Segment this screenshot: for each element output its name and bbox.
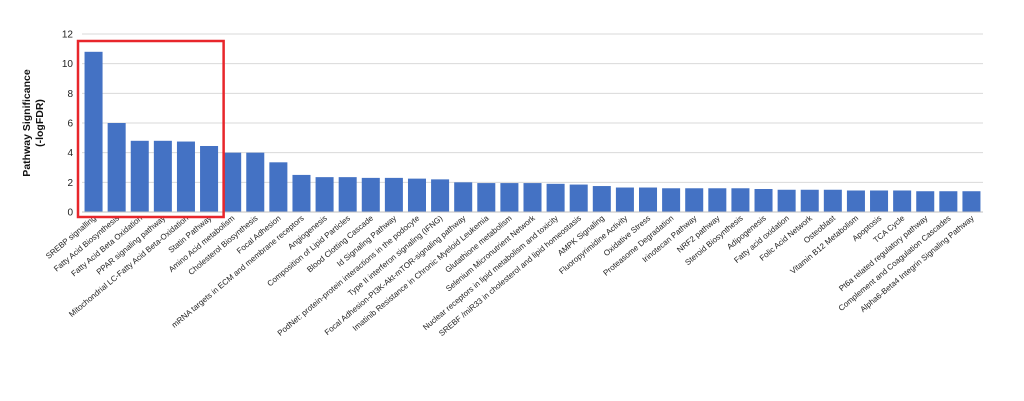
bar	[615, 187, 634, 212]
bar	[246, 152, 265, 212]
bar	[431, 179, 450, 212]
y-tick-label: 2	[67, 178, 73, 189]
bar	[800, 189, 819, 212]
y-axis-ticks: 0 2 4 6 8 10 12	[62, 30, 74, 219]
bar	[939, 191, 958, 212]
bars	[84, 51, 981, 212]
bar	[107, 123, 126, 212]
y-tick-label: 8	[67, 89, 73, 100]
bar	[777, 189, 796, 212]
bar	[384, 177, 403, 212]
bar	[454, 182, 473, 212]
bar	[200, 145, 219, 212]
y-tick-label: 4	[67, 148, 73, 159]
bar	[870, 190, 889, 212]
bar	[893, 190, 912, 212]
bar	[592, 186, 611, 212]
bar	[269, 162, 288, 212]
bar	[477, 183, 496, 212]
y-tick-label: 6	[67, 119, 73, 130]
highlight-box	[76, 39, 225, 219]
bar	[708, 188, 727, 212]
bar	[176, 141, 195, 212]
y-axis-title: Pathway Significance (-logFDR)	[21, 69, 46, 177]
y-tick-label: 12	[62, 30, 74, 41]
bar	[916, 191, 935, 212]
y-axis-title-line: Pathway Significance	[21, 69, 33, 177]
bar	[754, 189, 773, 212]
bar	[338, 177, 357, 212]
bar	[546, 183, 565, 212]
bar	[315, 177, 334, 212]
y-tick-label: 10	[62, 59, 74, 70]
bar	[292, 174, 311, 212]
highlight-rectangle	[76, 39, 225, 219]
bar	[407, 178, 426, 212]
bar	[846, 190, 865, 212]
bar	[500, 183, 519, 212]
bar	[823, 189, 842, 212]
y-tick-label: 0	[67, 208, 73, 219]
bar	[662, 188, 681, 212]
bar	[223, 152, 242, 212]
bar	[962, 191, 981, 212]
bar	[130, 140, 149, 212]
bar	[361, 177, 380, 212]
bar	[685, 188, 704, 212]
y-axis-title-line: (-logFDR)	[34, 99, 46, 147]
bar	[84, 51, 103, 212]
bar	[153, 140, 172, 212]
bar	[639, 187, 658, 212]
bar	[523, 183, 542, 212]
bar	[569, 184, 588, 212]
bar	[731, 188, 750, 212]
